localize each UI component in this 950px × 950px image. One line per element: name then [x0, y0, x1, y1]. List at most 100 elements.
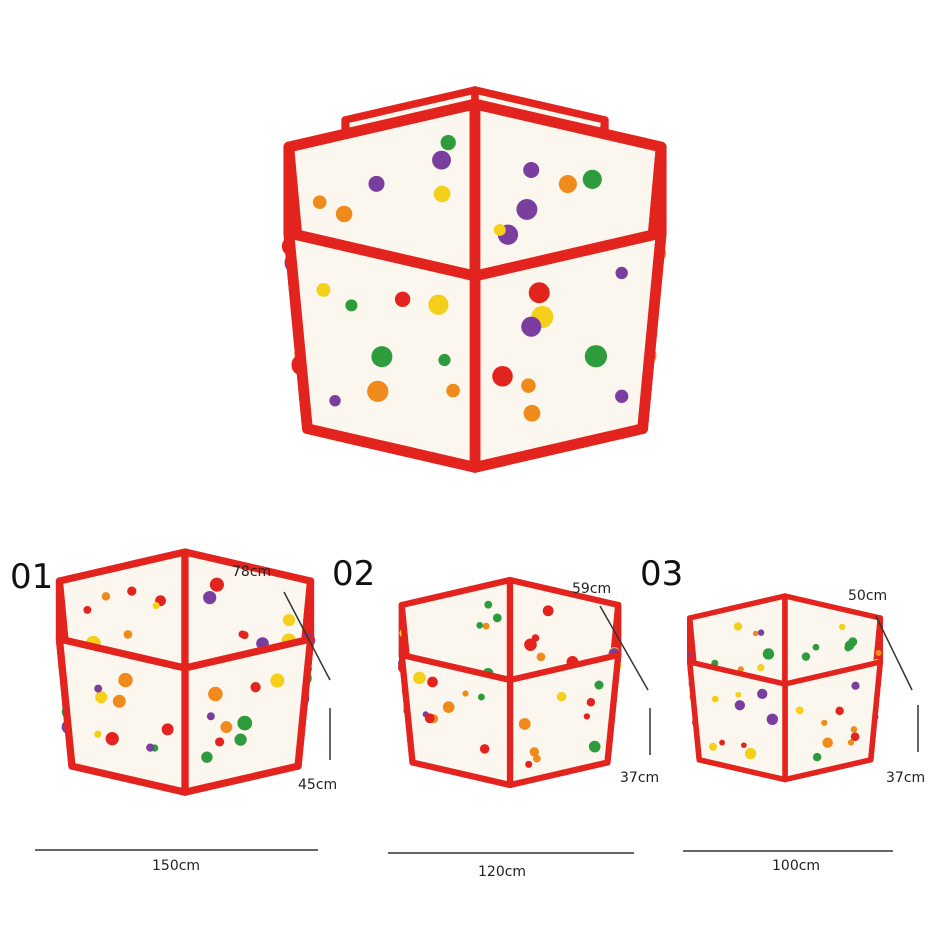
polka-dot: [532, 754, 541, 763]
polka-dot: [367, 380, 389, 402]
polka-dot: [615, 389, 629, 403]
polka-dot: [209, 577, 224, 592]
polka-dot: [427, 676, 438, 688]
polka-dot: [493, 223, 506, 236]
ball-pits: [55, 86, 884, 796]
polka-dot: [752, 630, 759, 637]
polka-dot: [847, 739, 855, 746]
polka-dot: [203, 591, 217, 605]
polka-dot: [482, 622, 490, 630]
polka-dot: [821, 719, 828, 726]
polka-dot: [94, 730, 102, 738]
polka-dot: [744, 747, 757, 760]
polka-dot: [220, 721, 233, 734]
polka-dot: [801, 652, 811, 661]
polka-dot: [822, 737, 833, 748]
polka-dot: [146, 743, 155, 752]
polka-dot: [446, 383, 460, 398]
polka-dot: [492, 365, 513, 387]
polka-dot: [484, 600, 493, 609]
polka-dot: [711, 695, 719, 703]
polka-dot: [152, 602, 160, 610]
polka-dot: [757, 664, 765, 672]
dimension-line: [599, 605, 649, 691]
polka-dot: [127, 586, 137, 596]
polka-dot: [208, 686, 223, 702]
polka-dot: [523, 404, 541, 422]
side-length: 78cm: [232, 564, 271, 580]
polka-dot: [850, 726, 858, 733]
polka-dot: [709, 742, 718, 751]
polka-dot: [838, 623, 846, 631]
polka-dot: [438, 353, 451, 367]
polka-dot: [282, 613, 296, 627]
polka-dot: [584, 345, 608, 368]
polka-dot: [428, 294, 449, 315]
polka-dot: [594, 680, 604, 690]
polka-dot: [433, 185, 451, 203]
polka-dot: [762, 648, 775, 660]
width: 150cm: [152, 858, 200, 874]
polka-dot: [394, 291, 411, 308]
polka-dot: [757, 688, 768, 700]
polka-dot: [812, 752, 822, 762]
polka-dot: [101, 592, 111, 601]
polka-dot: [556, 691, 567, 702]
polka-dot: [875, 649, 882, 656]
polka-dot: [615, 266, 628, 280]
height: 37cm: [620, 770, 659, 786]
polka-dot: [586, 698, 596, 707]
polka-dot: [516, 198, 538, 220]
polka-dot: [558, 175, 577, 194]
polka-dot: [345, 299, 358, 312]
polka-dot: [588, 740, 601, 753]
polka-dot: [371, 346, 393, 368]
dimension-line: [283, 591, 331, 681]
polka-dot: [735, 691, 742, 698]
polka-dot: [112, 694, 126, 708]
polka-dot: [521, 378, 536, 393]
side-length: 50cm: [848, 588, 887, 604]
polka-dot: [844, 640, 855, 651]
polka-dot: [479, 744, 490, 754]
polka-dot: [850, 732, 860, 742]
polka-dot: [442, 701, 455, 713]
polka-dot: [542, 605, 554, 617]
size-label: 01: [10, 557, 53, 597]
polka-dot: [161, 723, 174, 736]
polka-dot: [329, 394, 341, 407]
width: 120cm: [478, 864, 526, 880]
polka-dot: [757, 629, 765, 636]
polka-dot: [741, 742, 747, 749]
polka-dot: [270, 673, 285, 688]
polka-dot: [521, 316, 542, 337]
polka-dot: [206, 712, 215, 721]
polka-dot: [105, 732, 119, 746]
polka-dot: [432, 150, 451, 170]
polka-dot: [734, 700, 746, 711]
polka-dot: [250, 681, 261, 693]
polka-dot: [83, 605, 92, 614]
polka-dot: [368, 175, 385, 192]
polka-dot: [462, 690, 469, 697]
size-label: 02: [332, 554, 375, 594]
polka-dot: [312, 195, 327, 209]
polka-dot: [524, 638, 537, 651]
polka-dot: [518, 718, 531, 730]
polka-dot: [215, 737, 225, 747]
polka-dot: [118, 672, 133, 688]
polka-dot: [529, 747, 540, 757]
wall: [782, 659, 884, 783]
polka-dot: [335, 205, 353, 223]
polka-dot: [528, 282, 550, 304]
size-label: 03: [640, 554, 683, 594]
polka-dot: [95, 691, 108, 704]
polka-dot: [582, 169, 602, 189]
polka-dot: [237, 715, 253, 731]
polka-dot: [316, 282, 331, 297]
wall: [469, 227, 667, 473]
polka-dot: [440, 134, 456, 151]
polka-dot: [851, 681, 860, 690]
polka-dot: [476, 622, 484, 629]
